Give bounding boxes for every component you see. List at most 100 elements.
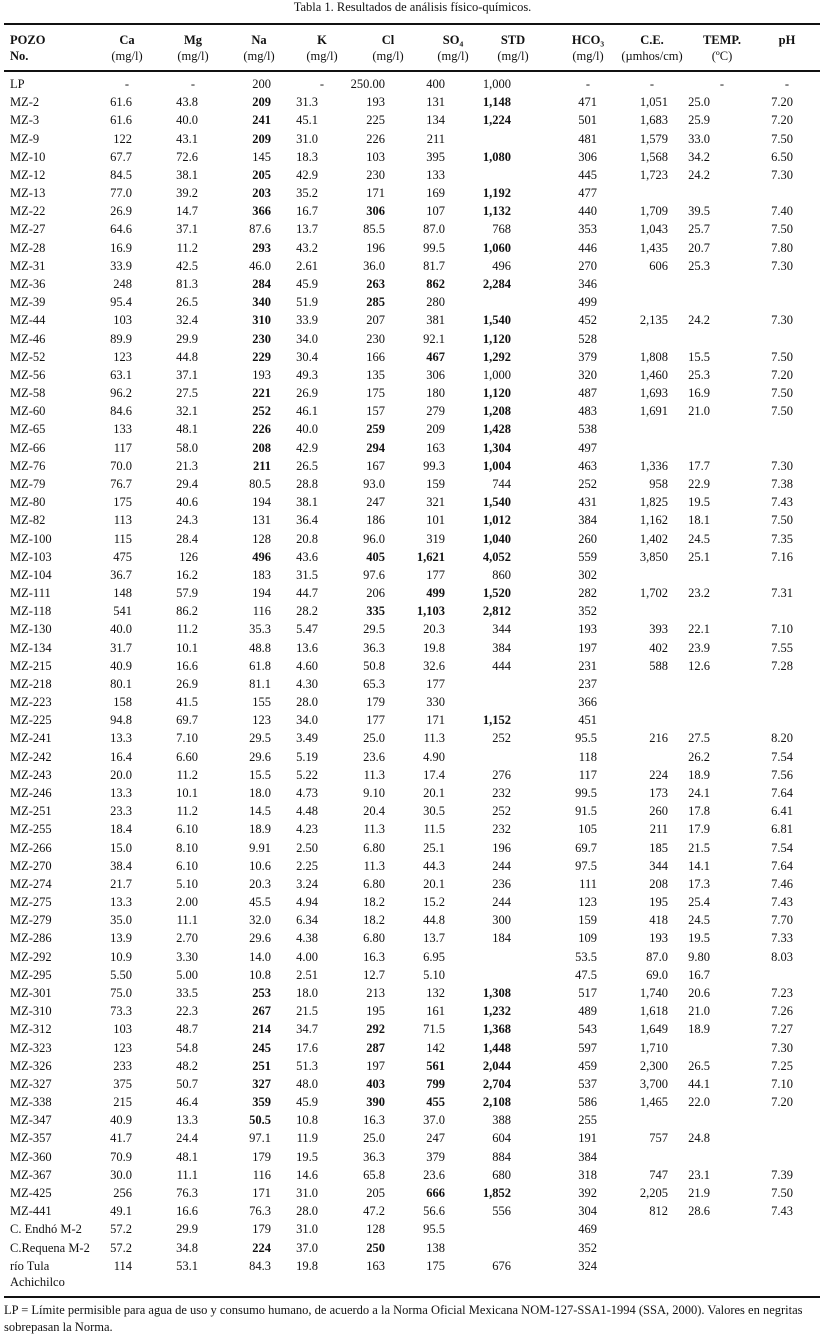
table-row: MZ-22 26.9 14.7 366 16.7 306 107 1,132 440 1,709 3… [0,203,825,221]
cell-so4: 862 [426,276,445,291]
cell-ph: 7.30 [771,458,793,473]
cell-hco3: 306 [578,149,597,164]
cell-so4: 330 [426,695,445,710]
cell-ph: 7.50 [771,222,793,237]
cell-std: 1,000 [482,77,511,91]
cell-na: 87.6 [249,222,271,237]
cell-na: 155 [252,695,271,710]
cell-ce: 1,435 [639,240,668,255]
cell-ca: 84.6 [110,404,132,419]
cell-std: 1,080 [482,149,511,164]
cell-ca: 49.1 [110,1204,132,1219]
cell-hco3: 451 [578,713,597,728]
cell-temp: 22.1 [688,622,710,637]
cell-ce: 211 [649,822,668,837]
cell-so4: 280 [426,295,445,310]
cell-mg: 2.00 [176,895,198,910]
cell-hco3: 597 [578,1040,597,1055]
cell-ca: 61.6 [110,95,132,110]
cell-ca: 103 [113,1022,132,1037]
cell-cl: 205 [366,1185,385,1200]
row-pozo: MZ-3 [10,113,40,128]
table-row: MZ-223 158 41.5 155 28.0 179 330 366 [0,694,825,712]
cell-hco3: 469 [578,1222,597,1237]
cell-so4: 177 [426,676,445,691]
cell-so4: 32.6 [423,658,445,673]
cell-k: 2.50 [296,840,318,855]
cell-ce: 1,825 [639,495,668,510]
cell-na: 14.0 [249,949,271,964]
cell-std: 1,448 [482,1040,511,1055]
cell-k: 17.6 [296,1040,318,1055]
cell-mg: 48.1 [176,1149,198,1164]
cell-na: 116 [252,604,271,619]
cell-ce: 1,683 [639,113,668,128]
row-pozo: MZ-22 [10,204,46,219]
row-pozo: MZ-104 [10,567,52,582]
cell-mg: 11.2 [176,767,198,782]
cell-k: 4.30 [296,676,318,691]
cell-k: 4.38 [296,931,318,946]
cell-temp: 44.1 [688,1076,710,1091]
cell-so4: 279 [426,404,445,419]
cell-so4: 306 [426,367,445,382]
cell-mg: 13.3 [176,1113,198,1128]
header-label: TEMP. [702,33,742,47]
cell-std: 1,060 [482,240,511,255]
cell-ph: 7.10 [771,1076,793,1091]
cell-na: 253 [252,986,271,1000]
table-row: MZ-46 89.9 29.9 230 34.0 230 92.1 1,120 528 [0,331,825,349]
row-pozo: MZ-44 [10,313,46,328]
cell-temp: 26.2 [688,749,710,764]
header-k: K (mg/l) [277,32,367,64]
table-row: MZ-36 248 81.3 284 45.9 263 862 2,284 346 [0,276,825,294]
table-row: río Tula Achichilco 114 53.1 84.3 19.8 163 175… [0,1258,825,1289]
cell-na: 123 [252,713,271,728]
cell-temp: 12.6 [688,658,710,673]
cell-mg: 44.8 [176,349,198,364]
cell-mg: 37.1 [176,222,198,237]
table-row: MZ-44 103 32.4 310 33.9 207 381 1,540 452 2,135 24… [0,312,825,330]
cell-k: 30.4 [296,349,318,364]
cell-cl: 250.00 [350,77,385,91]
header-unit: (ºC) [711,49,733,63]
cell-hco3: 366 [578,695,597,710]
cell-temp: 24.1 [688,786,710,801]
table-row: MZ-367 30.0 11.1 116 14.6 65.8 23.6 680 318 747 23… [0,1167,825,1185]
cell-na: 10.6 [249,858,271,873]
cell-ph: 7.50 [771,404,793,419]
cell-na: 284 [252,276,271,291]
cell-ca: 158 [113,695,132,710]
cell-std: 1,224 [482,113,511,128]
table-row: MZ-241 13.3 7.10 29.5 3.49 25.0 11.3 252 95.5 216… [0,730,825,748]
cell-k: 2.25 [296,858,318,873]
cell-hco3: 463 [578,458,597,473]
cell-cl: 97.6 [363,567,385,582]
table-row: MZ-246 13.3 10.1 18.0 4.73 9.10 20.1 232 99.5 173… [0,785,825,803]
cell-cl: 65.3 [363,676,385,691]
header-pozo-sublabel: No. [10,49,29,63]
cell-so4: 1,103 [416,604,445,619]
table-row: MZ-274 21.7 5.10 20.3 3.24 6.80 20.1 236 111 208 1… [0,876,825,894]
cell-na: 29.6 [249,931,271,946]
cell-mg: 11.2 [176,240,198,255]
cell-na: 32.0 [249,913,271,928]
cell-hco3: 159 [578,913,597,928]
cell-std: 604 [492,1131,511,1146]
cell-ce: 588 [649,658,668,673]
cell-cl: 135 [366,367,385,382]
cell-hco3: 95.5 [575,731,597,746]
cell-std: 300 [492,913,511,928]
cell-mg: 32.1 [176,404,198,419]
table-row: MZ-56 63.1 37.1 193 49.3 135 306 1,000 320 1,460 2… [0,367,825,385]
cell-std: 252 [492,804,511,819]
cell-ph: - [784,77,790,91]
cell-so4: 131 [426,95,445,110]
cell-na: 179 [252,1149,271,1164]
cell-ca: 77.0 [110,186,132,201]
header-na: Na (mg/l) [214,32,304,64]
cell-so4: 56.6 [423,1204,445,1219]
cell-k: 2.51 [296,967,318,982]
cell-std: 384 [492,640,511,655]
cell-ca: 18.4 [110,822,132,837]
